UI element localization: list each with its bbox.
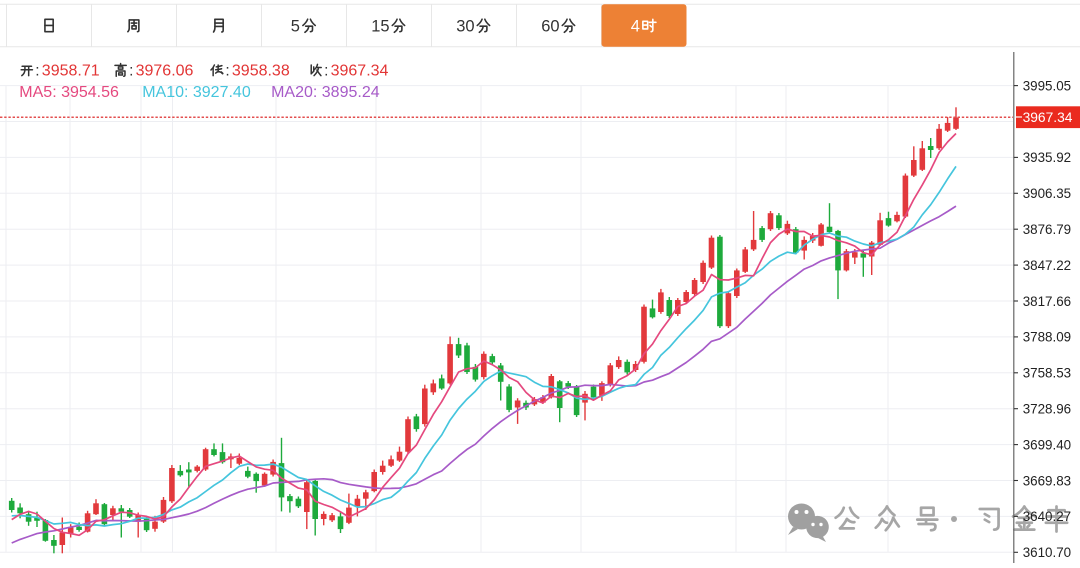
svg-text:MA20: 3895.24: MA20: 3895.24 (271, 84, 380, 101)
svg-text:3935.92: 3935.92 (1023, 150, 1071, 165)
svg-text::: : (35, 62, 39, 79)
svg-text:3669.83: 3669.83 (1023, 473, 1071, 488)
svg-text:3995.05: 3995.05 (1023, 78, 1071, 93)
svg-text:3699.40: 3699.40 (1023, 437, 1071, 452)
svg-text:3958.71: 3958.71 (42, 62, 100, 79)
svg-text:3958.38: 3958.38 (232, 62, 290, 79)
svg-text:5: 5 (291, 17, 300, 35)
svg-text:3967.34: 3967.34 (1023, 110, 1073, 125)
svg-text:3758.53: 3758.53 (1023, 366, 1071, 381)
svg-text:3728.96: 3728.96 (1023, 402, 1071, 417)
svg-text:3817.66: 3817.66 (1023, 294, 1071, 309)
svg-text:3976.06: 3976.06 (136, 62, 194, 79)
svg-text:3640.27: 3640.27 (1023, 509, 1071, 524)
svg-text:MA10: 3927.40: MA10: 3927.40 (142, 84, 251, 101)
svg-text:4: 4 (631, 17, 640, 35)
svg-text::: : (129, 62, 133, 79)
svg-text:3610.70: 3610.70 (1023, 545, 1071, 560)
svg-text:30: 30 (456, 17, 474, 35)
svg-text:60: 60 (541, 17, 559, 35)
svg-text:3847.22: 3847.22 (1023, 258, 1071, 273)
svg-text:3906.35: 3906.35 (1023, 186, 1071, 201)
svg-text:3876.79: 3876.79 (1023, 222, 1071, 237)
svg-text:15: 15 (371, 17, 389, 35)
svg-text:3788.09: 3788.09 (1023, 330, 1071, 345)
svg-text::: : (225, 62, 229, 79)
svg-text::: : (324, 62, 328, 79)
svg-text:3967.34: 3967.34 (331, 62, 389, 79)
svg-text:MA5: 3954.56: MA5: 3954.56 (19, 84, 119, 101)
